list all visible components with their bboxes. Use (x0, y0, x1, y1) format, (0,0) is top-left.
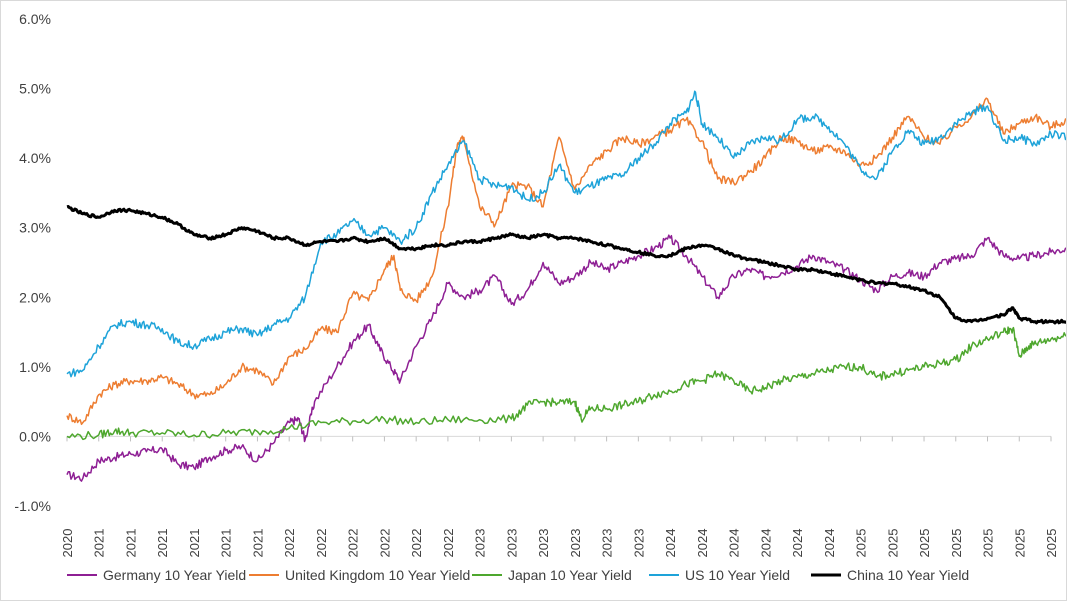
x-tick-label: 2023 (600, 529, 615, 558)
y-tick-label: 6.0% (19, 11, 51, 27)
series-line-5 (66, 205, 1066, 325)
x-tick-label: 2022 (441, 529, 456, 558)
y-tick-label: 0.0% (19, 428, 51, 444)
x-tick-label: 2025 (854, 529, 869, 558)
x-tick-label: 2025 (949, 529, 964, 558)
x-tick-label: 2025 (981, 529, 996, 558)
x-tick-label: 2021 (92, 529, 107, 558)
legend-label: China 10 Year Yield (847, 567, 969, 583)
y-tick-label: 4.0% (19, 150, 51, 166)
x-tick-label: 2021 (187, 529, 202, 558)
y-tick-label: -1.0% (14, 498, 51, 514)
x-tick-label: 2024 (790, 529, 805, 558)
y-tick-label: 1.0% (19, 359, 51, 375)
x-tick-label: 2024 (727, 529, 742, 558)
x-tick-label: 2025 (917, 529, 932, 558)
x-tick-label: 2024 (695, 529, 710, 558)
x-tick-label: 2025 (1012, 529, 1027, 558)
x-tick-label: 2022 (314, 529, 329, 558)
x-tick-label: 2025 (1044, 529, 1059, 558)
series-line-3 (66, 326, 1066, 441)
x-tick-label: 2024 (663, 529, 678, 558)
y-tick-label: 5.0% (19, 81, 51, 97)
x-tick-label: 2023 (568, 529, 583, 558)
series-line-1 (66, 234, 1066, 482)
x-tick-label: 2021 (123, 529, 138, 558)
x-tick-label: 2022 (377, 529, 392, 558)
x-tick-label: 2023 (504, 529, 519, 558)
series-line-2 (66, 97, 1066, 426)
x-tick-label: 2023 (536, 529, 551, 558)
x-tick-label: 2022 (409, 529, 424, 558)
x-tick-label: 2023 (631, 529, 646, 558)
legend-label: Japan 10 Year Yield (508, 567, 632, 583)
x-tick-label: 2022 (282, 529, 297, 558)
series-line-4 (66, 90, 1066, 378)
x-tick-label: 2021 (219, 529, 234, 558)
x-tick-label: 2023 (473, 529, 488, 558)
x-tick-label: 2025 (885, 529, 900, 558)
y-tick-label: 3.0% (19, 220, 51, 236)
y-tick-label: 2.0% (19, 289, 51, 305)
legend-label: Germany 10 Year Yield (103, 567, 246, 583)
x-tick-label: 2024 (758, 529, 773, 558)
x-tick-label: 2020 (60, 529, 75, 558)
legend-label: United Kingdom 10 Year Yield (285, 567, 470, 583)
x-tick-label: 2022 (346, 529, 361, 558)
x-tick-label: 2024 (822, 529, 837, 558)
x-tick-label: 2021 (155, 529, 170, 558)
legend-label: US 10 Year Yield (685, 567, 790, 583)
x-tick-label: 2021 (250, 529, 265, 558)
